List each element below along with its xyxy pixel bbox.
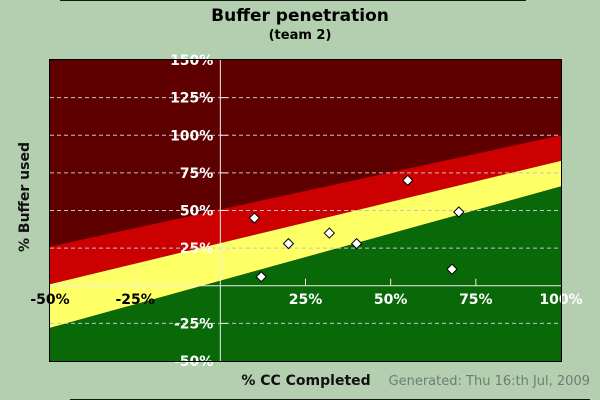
x-axis-title: % CC Completed [241,373,371,389]
y-tick-label: 75% [180,166,214,182]
data-point-diamond [453,206,465,218]
data-point-diamond [446,263,458,275]
zone-dark-red [50,60,561,247]
data-point-diamond [401,174,414,187]
zone-red [50,135,561,285]
y-tick-label: -25% [174,316,213,332]
x-tick-label: 25% [289,292,323,308]
y-tick-label: 50% [180,204,214,220]
x-tick-label: -50% [30,292,69,308]
y-tick-label: 100% [170,128,213,144]
x-tick-label: -25% [116,292,155,308]
x-tick-label: 100% [539,292,582,308]
top-edge-line [60,0,526,1]
y-tick-label: 125% [170,91,213,107]
y-axis-title: % Buffer used [17,142,33,252]
y-tick-label: 25% [180,241,214,257]
chart-subtitle: (team 2) [268,28,332,43]
y-tick-label: 150% [170,53,213,69]
data-point-diamond [350,237,363,250]
x-tick-label: 75% [459,292,493,308]
fever-chart-plot: 150% 125% 100% 75% 50% 25% -25% -50% -50% -25% 25%… [30,53,582,370]
data-point-diamond [255,271,267,283]
data-point-diamond [282,237,295,250]
generated-timestamp: Generated: Thu 16:th Jul, 2009 [388,374,590,389]
chart-title: Buffer penetration [211,6,389,26]
x-tick-label: 50% [374,292,408,308]
data-point-diamond [323,227,336,239]
plot-area: 150% 125% 100% 75% 50% 25% -25% -50% -50% -25% 25%… [30,53,582,370]
data-point-diamond [248,212,261,224]
zone-green [50,186,561,361]
y-tick-label: -50% [174,354,213,370]
